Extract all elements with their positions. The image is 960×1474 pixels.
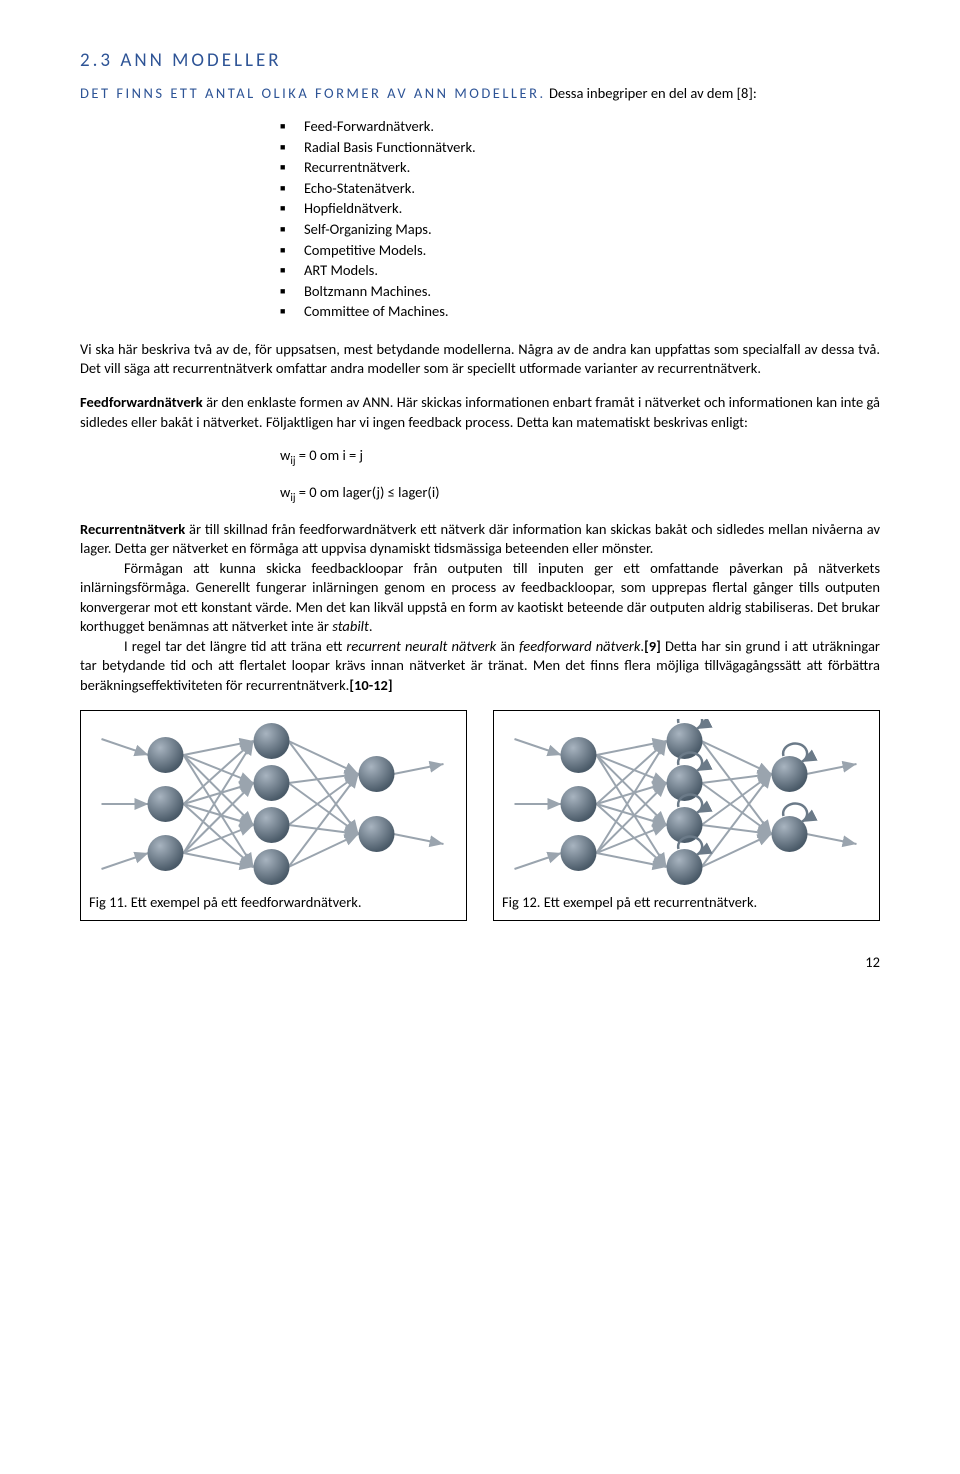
para5-b: än [496,637,519,655]
figure-2-diagram [502,719,871,889]
figure-1-caption: Fig 11. Ett exempel på ett feedforwardnä… [89,893,458,913]
formula-1: wij = 0 om i = j [280,446,880,469]
formula-2: wij = 0 om lager(j) ≤ lager(i) [280,483,880,506]
para2-bold: Feedforwardnätverk [80,393,203,411]
intro-text-3: MODELLER. [449,84,546,102]
list-item: Self-Organizing Maps. [280,220,880,240]
intro-text-1: DET FINNS ETT ANTAL OLIKA FORMER AV [80,84,414,102]
paragraph-5: I regel tar det längre tid att träna ett… [80,637,880,696]
figure-1: Fig 11. Ett exempel på ett feedforwardnä… [80,710,467,922]
list-item: Radial Basis Functionnätverk. [280,138,880,158]
list-item: Recurrentnätverk. [280,158,880,178]
para3-rest: är till skillnad från feedforwardnätverk… [80,520,880,558]
para5-ref1: [9] [644,637,661,655]
model-bullet-list: Feed-Forwardnätverk. Radial Basis Functi… [280,117,880,322]
section-title: ANN MODELLER [120,49,281,72]
list-item: Competitive Models. [280,241,880,261]
list-item: Boltzmann Machines. [280,282,880,302]
figure-2: Fig 12. Ett exempel på ett recurrentnätv… [493,710,880,922]
figure-1-diagram [89,719,458,889]
list-item: Hopfieldnätverk. [280,199,880,219]
list-item: Echo-Statenätverk. [280,179,880,199]
para5-i1: recurrent neuralt nätverk [346,637,496,655]
intro-paragraph: DET FINNS ETT ANTAL OLIKA FORMER AV ANN … [80,84,880,104]
paragraph-3: Recurrentnätverk är till skillnad från f… [80,520,880,559]
para5-i2: feedforward nätverk [519,637,640,655]
para4-end: . [369,617,373,635]
formula-block: wij = 0 om i = j wij = 0 om lager(j) ≤ l… [280,446,880,505]
list-item: Feed-Forwardnätverk. [280,117,880,137]
list-item: Committee of Machines. [280,302,880,322]
para5-a: I regel tar det längre tid att träna ett [124,637,346,655]
intro-text-rest: Dessa inbegriper en del av dem [8]: [546,84,757,102]
figures-row: Fig 11. Ett exempel på ett feedforwardnä… [80,710,880,922]
section-number: 2.3 [80,49,113,72]
paragraph-1: Vi ska här beskriva två av de, för uppsa… [80,340,880,379]
list-item: ART Models. [280,261,880,281]
section-heading: 2.3 ANN MODELLER [80,48,880,74]
figure-2-caption: Fig 12. Ett exempel på ett recurrentnätv… [502,893,871,913]
para5-ref2: [10-12] [349,676,392,694]
intro-text-2: ANN [414,84,449,102]
para3-bold: Recurrentnätverk [80,520,185,538]
para4-main: Förmågan att kunna skicka feedbackloopar… [80,559,880,636]
paragraph-2: Feedforwardnätverk är den enklaste forme… [80,393,880,432]
page-number: 12 [80,953,880,973]
paragraph-4: Förmågan att kunna skicka feedbackloopar… [80,559,880,637]
para4-italic: stabilt [332,617,369,635]
